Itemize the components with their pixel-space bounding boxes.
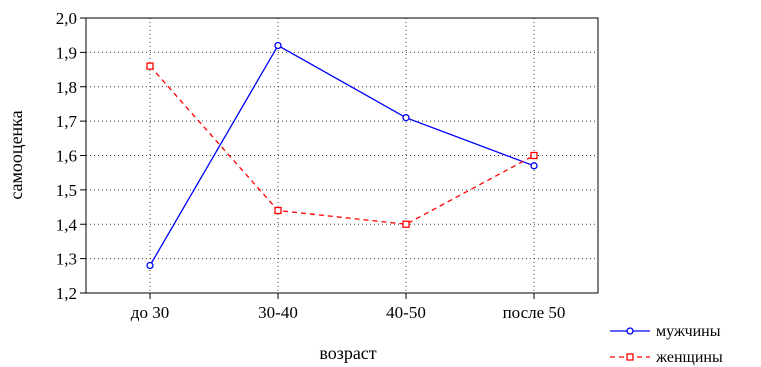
data-point-square bbox=[274, 206, 282, 215]
x-axis-ticks: до 30 30-40 40-50 после 50 bbox=[131, 293, 566, 322]
y-tick-label: 1,2 bbox=[56, 284, 77, 303]
y-axis-ticks: 1,2 1,3 1,4 1,5 1,6 1,7 1,8 1,9 2,0 bbox=[56, 9, 86, 303]
y-tick-label: 1,8 bbox=[56, 78, 77, 97]
x-tick-label: 30-40 bbox=[258, 303, 298, 322]
legend-label-1: женщины bbox=[655, 349, 723, 366]
series-group bbox=[146, 41, 538, 270]
legend-marker-square bbox=[626, 353, 634, 361]
y-tick-label: 2,0 bbox=[56, 9, 77, 28]
y-tick-label: 1,3 bbox=[56, 250, 77, 269]
data-point-square bbox=[146, 62, 154, 70]
x-tick-label: до 30 bbox=[131, 303, 169, 322]
legend: мужчины женщины bbox=[610, 323, 723, 366]
gridlines bbox=[86, 18, 598, 293]
y-tick-label: 1,9 bbox=[56, 43, 77, 62]
y-tick-label: 1,7 bbox=[56, 112, 78, 131]
data-point-circle bbox=[402, 114, 410, 122]
y-tick-label: 1,6 bbox=[56, 147, 77, 166]
data-point-circle bbox=[146, 261, 154, 270]
y-tick-label: 1,5 bbox=[56, 181, 77, 200]
x-tick-label: после 50 bbox=[503, 303, 566, 322]
y-tick-label: 1,4 bbox=[56, 215, 78, 234]
legend-label-0: мужчины bbox=[656, 323, 721, 340]
series-line-0 bbox=[149, 44, 535, 266]
data-point-circle bbox=[530, 162, 538, 170]
data-point-circle bbox=[274, 41, 282, 50]
x-tick-label: 40-50 bbox=[386, 303, 426, 322]
data-point-square bbox=[530, 151, 538, 160]
legend-marker-circle bbox=[626, 327, 634, 335]
y-axis-title: самооценка bbox=[6, 110, 26, 199]
x-axis-title: возраст bbox=[319, 343, 376, 363]
data-point-square bbox=[402, 220, 410, 228]
